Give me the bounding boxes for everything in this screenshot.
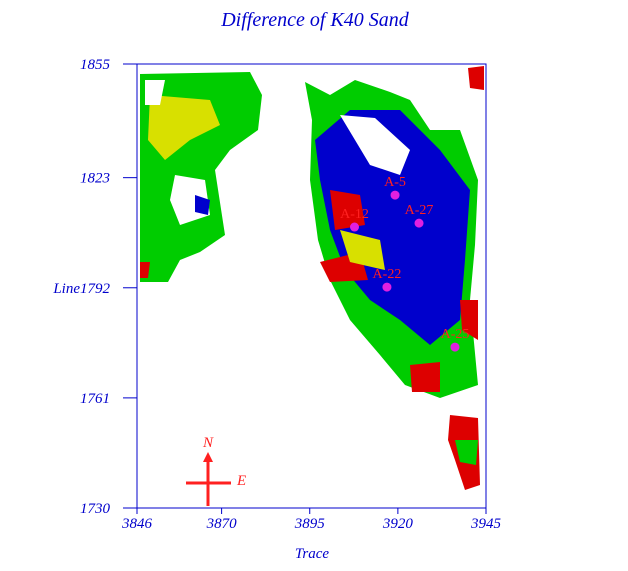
x-tick-label: 3895 — [294, 516, 326, 532]
y-tick-label: Line1792 — [52, 281, 110, 297]
well — [382, 282, 392, 292]
x-tick-label: 3870 — [206, 516, 238, 532]
well-label: A-22 — [373, 267, 402, 282]
x-axis-label: Trace — [295, 546, 330, 562]
well-label: A-27 — [405, 203, 434, 218]
well — [450, 342, 460, 352]
plot-frame — [136, 63, 487, 509]
well — [390, 190, 400, 200]
well-label: A-12 — [340, 207, 369, 222]
x-tick-label: 3920 — [382, 516, 414, 532]
y-tick-label: 1855 — [80, 57, 111, 73]
x-tick-label: 3846 — [121, 516, 153, 532]
compass-east: E — [236, 473, 246, 489]
compass-north: N — [202, 435, 214, 451]
map-title: Difference of K40 Sand — [220, 9, 410, 31]
attribute-map — [140, 66, 484, 490]
well — [350, 222, 360, 232]
x-tick-label: 3945 — [470, 516, 502, 532]
y-tick-label: 1761 — [80, 391, 110, 407]
well-label: A-5 — [384, 175, 406, 190]
y-tick-label: 1730 — [80, 501, 111, 517]
y-tick-label: 1823 — [80, 171, 110, 187]
compass — [186, 452, 231, 506]
well-label: A-25 — [441, 327, 470, 342]
well — [414, 218, 424, 228]
